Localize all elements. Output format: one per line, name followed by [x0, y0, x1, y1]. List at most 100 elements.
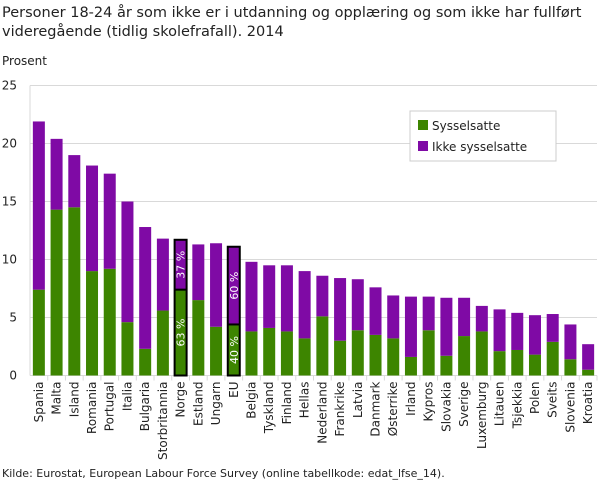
bar-ikke-sysselsatte-Slovakia: [440, 297, 453, 356]
y-tick-label: 10: [2, 253, 17, 267]
legend-label: Sysselsatte: [432, 119, 500, 133]
bar-ikke-sysselsatte-Latvia: [351, 279, 364, 331]
y-axis-label: Prosent: [2, 54, 47, 68]
bar-ikke-sysselsatte-Norge: [174, 239, 187, 290]
legend-label: Ikke sysselsatte: [432, 140, 527, 154]
bar-ikke-sysselsatte-Island: [68, 155, 81, 208]
bar-ikke-sysselsatte-Nederland: [316, 275, 329, 317]
bar-sysselsatte-Danmark: [369, 334, 382, 376]
bar-sysselsatte-Portugal: [103, 268, 116, 376]
legend: Sysselsatte Ikke sysselsatte: [409, 110, 557, 162]
x-tick-label: Ungarn: [209, 382, 223, 426]
bar-sysselsatte-Kypros: [422, 330, 435, 376]
x-tick-label: Estland: [191, 382, 205, 426]
bar-ikke-sysselsatte-Litauen: [493, 309, 506, 352]
bar-sysselsatte-Bulgaria: [139, 348, 152, 376]
x-tick-label: Luxemburg: [475, 382, 489, 449]
source-note: Kilde: Eurostat, European Labour Force S…: [2, 467, 445, 480]
chart-title: Personer 18-24 år som ikke er i utdannin…: [2, 5, 582, 40]
bar-sysselsatte-Tyskland: [263, 327, 276, 376]
x-tick-label: EU: [227, 382, 241, 398]
x-tick-label: Sverige: [457, 382, 471, 427]
x-tick-label: Bulgaria: [138, 382, 152, 432]
bar-ikke-sysselsatte-Danmark: [369, 287, 382, 335]
legend-box: [409, 110, 557, 162]
bar-percent-label: 60 %: [228, 272, 241, 300]
bar-sysselsatte-Nederland: [316, 316, 329, 376]
x-tick-label: Malta: [50, 382, 64, 415]
bar-sysselsatte-Spania: [32, 289, 45, 376]
bar-ikke-sysselsatte-Finland: [280, 265, 293, 332]
bar-ikke-sysselsatte-Portugal: [103, 173, 116, 269]
bar-sysselsatte-Slovenia: [564, 359, 577, 376]
bar-sysselsatte-Romania: [86, 271, 99, 376]
bar-sysselsatte-Malta: [50, 209, 63, 376]
highlight-outline-Norge: [173, 238, 188, 377]
x-tick-label: Norge: [174, 382, 188, 418]
bar-sysselsatte-Frankrike: [334, 340, 347, 376]
y-tick-label: 5: [9, 311, 17, 325]
bar-ikke-sysselsatte-Bulgaria: [139, 227, 152, 349]
x-tick-label: Slovakia: [439, 382, 453, 432]
bar-sysselsatte-Litauen: [493, 351, 506, 376]
x-tick-label: Storbritannia: [156, 382, 170, 460]
x-tick-label: Island: [67, 382, 81, 418]
bar-sysselsatte-Hellas: [298, 338, 311, 376]
y-tick-label: 20: [2, 137, 17, 151]
x-tick-label: Litauen: [493, 382, 507, 427]
x-tick-label: Danmark: [369, 381, 383, 436]
bar-sysselsatte-Latvia: [351, 330, 364, 376]
x-tick-label: Belgia: [244, 382, 258, 419]
x-tick-label: Nederland: [315, 382, 329, 444]
x-tick-label: Irland: [404, 382, 418, 416]
bar-ikke-sysselsatte-Tsjekkia: [511, 312, 524, 350]
x-tick-label: Polen: [528, 382, 542, 414]
x-tick-label: Slovenia: [563, 382, 577, 433]
x-tick-label: Hellas: [298, 382, 312, 419]
x-tick-label: Kroatia: [581, 382, 595, 425]
x-tick-label: Østerrike: [386, 382, 400, 437]
bar-ikke-sysselsatte-Østerrike: [387, 295, 400, 339]
x-tick-label: Romania: [85, 382, 99, 434]
highlight-outline-EU: [226, 245, 241, 377]
bar-sysselsatte-Luxemburg: [475, 331, 488, 376]
x-tick-label: Portugal: [103, 382, 117, 432]
bar-ikke-sysselsatte-Kypros: [422, 296, 435, 331]
bar-sysselsatte-Belgia: [245, 331, 258, 376]
bar-sysselsatte-Slovakia: [440, 355, 453, 376]
bar-sysselsatte-Storbritannia: [156, 310, 169, 376]
bar-ikke-sysselsatte-Ungarn: [210, 243, 223, 327]
y-tick-label: 25: [2, 79, 17, 93]
bar-sysselsatte-Kroatia: [582, 369, 595, 376]
x-tick-label: Tsjekkia: [510, 382, 524, 430]
bar-ikke-sysselsatte-Slovenia: [564, 324, 577, 360]
bar-ikke-sysselsatte-Italia: [121, 201, 134, 323]
bar-sysselsatte-Italia: [121, 322, 134, 376]
bar-ikke-sysselsatte-EU: [227, 246, 240, 325]
legend-swatch: [418, 141, 428, 151]
bar-ikke-sysselsatte-Frankrike: [334, 278, 347, 341]
bar-percent-label: 37 %: [175, 251, 188, 279]
bar-ikke-sysselsatte-Storbritannia: [156, 238, 169, 311]
bar-ikke-sysselsatte-Irland: [404, 296, 417, 357]
bar-ikke-sysselsatte-Tyskland: [263, 265, 276, 328]
bar-ikke-sysselsatte-Sverige: [458, 297, 471, 337]
bar-ikke-sysselsatte-Belgia: [245, 261, 258, 332]
bar-ikke-sysselsatte-Polen: [528, 315, 541, 355]
bar-ikke-sysselsatte-Estland: [192, 244, 205, 301]
bar-sysselsatte-Ungarn: [210, 326, 223, 376]
bar-sysselsatte-Tsjekkia: [511, 349, 524, 376]
bar-sysselsatte-Finland: [280, 331, 293, 376]
x-tick-label: Italia: [120, 382, 134, 412]
y-tick-label: 15: [2, 195, 17, 209]
bar-ikke-sysselsatte-Sveits: [546, 314, 559, 342]
bar-ikke-sysselsatte-Spania: [32, 121, 45, 290]
x-tick-label: Sveits: [546, 382, 560, 418]
bar-sysselsatte-EU: [227, 324, 240, 376]
x-tick-label: Tyskland: [262, 382, 276, 435]
bar-ikke-sysselsatte-Malta: [50, 138, 63, 210]
legend-swatch: [418, 120, 428, 130]
x-tick-label: Frankrike: [333, 382, 347, 437]
bar-sysselsatte-Island: [68, 207, 81, 376]
